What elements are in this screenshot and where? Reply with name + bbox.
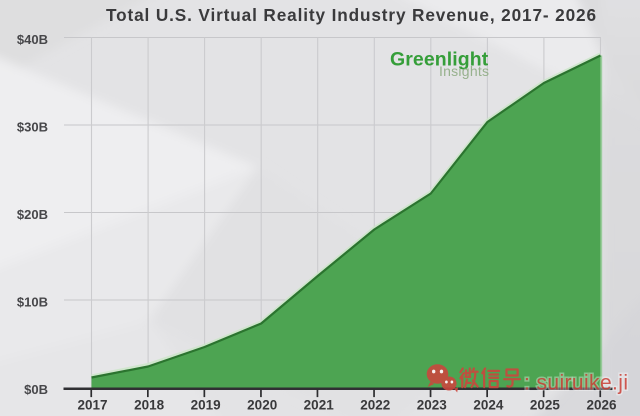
svg-text:2024: 2024 xyxy=(473,398,504,413)
svg-text:2022: 2022 xyxy=(360,398,390,413)
svg-text:$20B: $20B xyxy=(17,207,48,222)
svg-text:2017: 2017 xyxy=(77,398,107,413)
svg-text:2019: 2019 xyxy=(191,398,221,413)
svg-text:Greenlight: Greenlight xyxy=(390,49,489,71)
svg-text:2018: 2018 xyxy=(134,398,165,413)
svg-text:$30B: $30B xyxy=(17,120,48,135)
svg-text:2023: 2023 xyxy=(417,398,448,413)
svg-text:$0B: $0B xyxy=(24,382,48,397)
svg-text:2021: 2021 xyxy=(304,398,335,413)
svg-text:2020: 2020 xyxy=(247,398,277,413)
svg-text:2026: 2026 xyxy=(586,398,617,413)
svg-text:Insights: Insights xyxy=(439,63,489,79)
svg-text:2025: 2025 xyxy=(530,398,561,413)
svg-text:$10B: $10B xyxy=(17,295,48,310)
svg-text:Total U.S. Virtual Reality Ind: Total U.S. Virtual Reality Industry Reve… xyxy=(106,5,596,25)
svg-text:$40B: $40B xyxy=(17,32,48,47)
svg-text:: suiruike.ji: : suiruike.ji xyxy=(524,372,628,395)
